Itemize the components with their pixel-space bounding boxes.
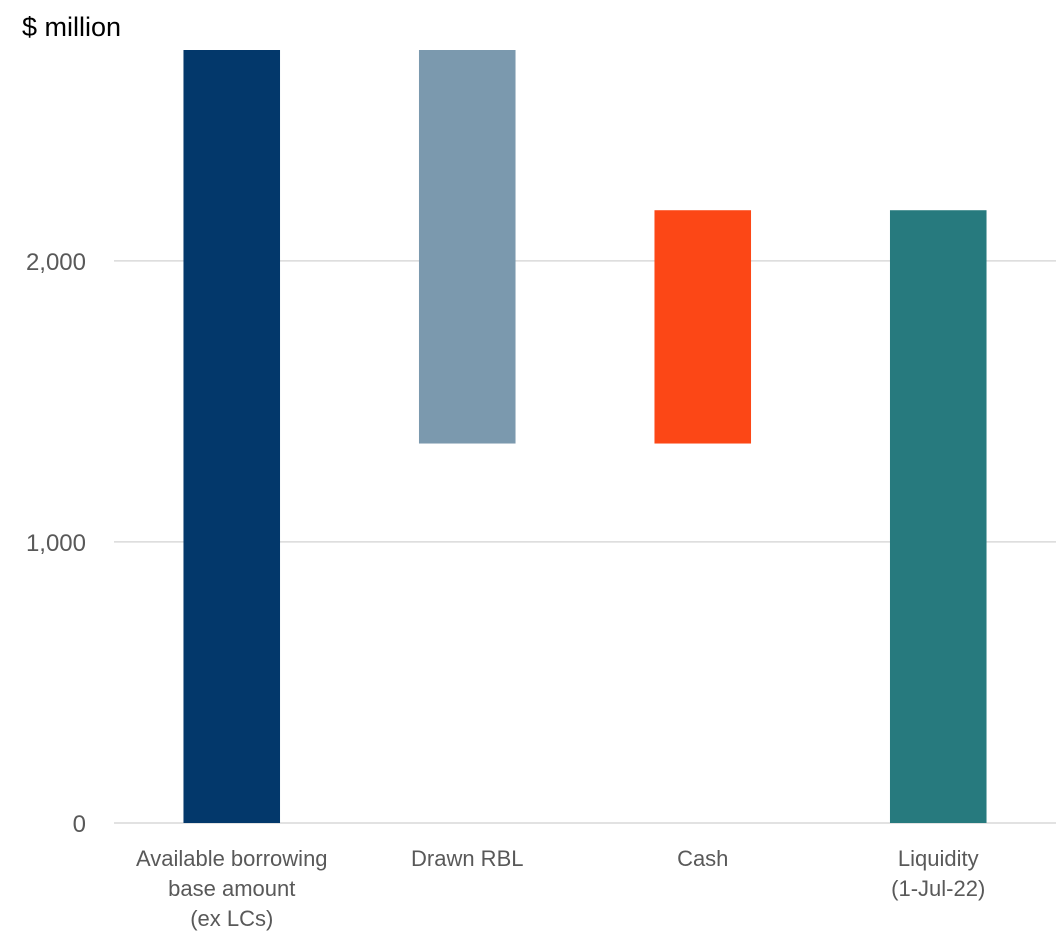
- y-axis-ticks: 0 1,000 2,000: [26, 249, 86, 838]
- bar: [889, 210, 987, 824]
- x-category-label: Available borrowing base amount (ex LCs): [136, 846, 328, 931]
- bar: [654, 210, 752, 444]
- y-axis-unit-label: $ million: [22, 12, 121, 42]
- bar: [183, 50, 281, 823]
- x-category-label: Cash: [677, 846, 728, 871]
- x-axis-labels: Available borrowing base amount (ex LCs) Dr…: [136, 846, 985, 931]
- y-tick-label: 0: [73, 811, 86, 838]
- bars: [183, 50, 987, 824]
- x-category-label: Drawn RBL: [411, 846, 523, 871]
- x-category-label: Liquidity (1-Jul-22): [891, 846, 985, 901]
- y-tick-label: 1,000: [26, 530, 86, 557]
- bar: [418, 50, 516, 444]
- y-tick-label: 2,000: [26, 249, 86, 276]
